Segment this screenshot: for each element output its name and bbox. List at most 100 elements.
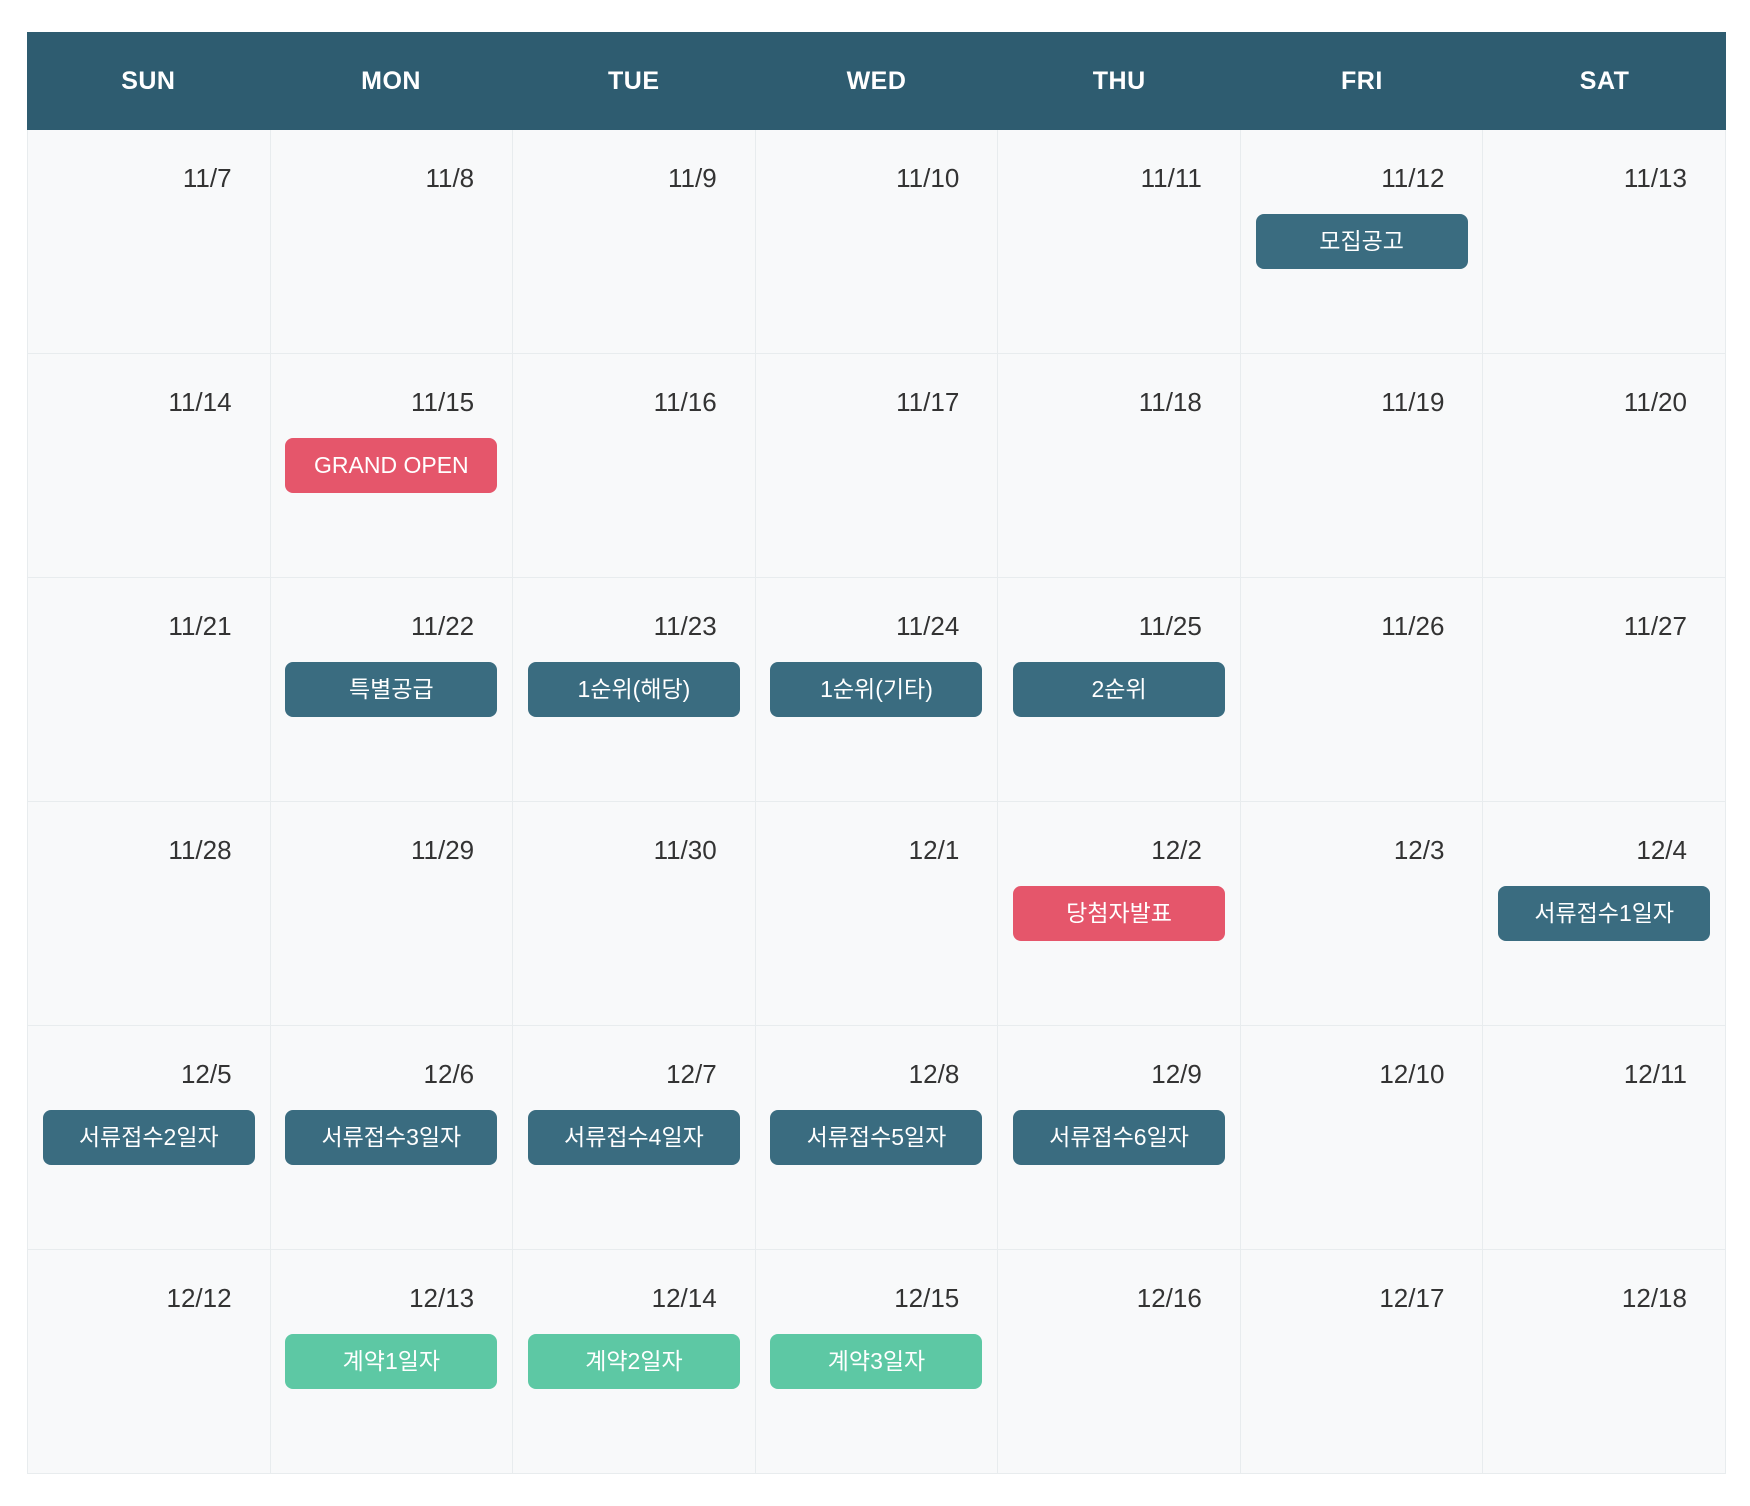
day-cell: 12/9 서류접수6일자 bbox=[998, 1026, 1241, 1250]
day-cell: 12/7 서류접수4일자 bbox=[513, 1026, 756, 1250]
day-cell: 11/11 bbox=[998, 130, 1241, 354]
weekday-label-sun: SUN bbox=[121, 66, 176, 95]
event-badge[interactable]: 1순위(기타) bbox=[770, 662, 983, 717]
day-cell: 11/16 bbox=[513, 354, 756, 578]
date-label: 12/4 bbox=[1636, 835, 1687, 865]
calendar-grid: 11/7 11/8 11/9 11/10 11/11 11/12 모집공고 11/13 11/1… bbox=[27, 130, 1726, 1474]
date-label: 11/10 bbox=[896, 163, 960, 193]
day-cell: 12/12 bbox=[28, 1250, 271, 1474]
date-label: 12/2 bbox=[1151, 835, 1202, 865]
event-badge[interactable]: 특별공급 bbox=[285, 662, 498, 717]
event-badge[interactable]: 1순위(해당) bbox=[527, 662, 740, 717]
weekday-label-tue: TUE bbox=[608, 66, 660, 95]
day-cell: 11/13 bbox=[1483, 130, 1726, 354]
date-label: 11/9 bbox=[668, 163, 717, 193]
day-cell: 12/2 당첨자발표 bbox=[998, 802, 1241, 1026]
day-cell: 11/15 GRAND OPEN bbox=[270, 354, 514, 578]
day-cell: 12/1 bbox=[755, 802, 999, 1026]
day-cell: 12/6 서류접수3일자 bbox=[270, 1026, 514, 1250]
date-label: 11/16 bbox=[653, 387, 717, 417]
day-cell: 12/18 bbox=[1483, 1250, 1726, 1474]
event-badge[interactable]: 2순위 bbox=[1013, 662, 1226, 717]
day-cell: 11/21 bbox=[28, 578, 271, 802]
date-label: 11/29 bbox=[411, 835, 475, 865]
date-label: 11/23 bbox=[653, 611, 717, 641]
day-cell: 12/3 bbox=[1240, 802, 1484, 1026]
date-label: 12/14 bbox=[651, 1283, 717, 1313]
weekday-label-mon: MON bbox=[361, 66, 421, 95]
day-cell: 11/9 bbox=[513, 130, 756, 354]
weekday-header-row: SUN MON TUE WED THU FRI SAT bbox=[27, 32, 1726, 130]
date-label: 12/5 bbox=[180, 1059, 232, 1089]
day-cell: 12/13 계약1일자 bbox=[270, 1250, 514, 1474]
weekday-label-sat: SAT bbox=[1579, 66, 1630, 95]
date-label: 11/19 bbox=[1381, 387, 1445, 417]
date-label: 12/6 bbox=[423, 1059, 475, 1089]
event-badge[interactable]: 서류접수2일자 bbox=[42, 1110, 255, 1165]
date-label: 11/26 bbox=[1381, 611, 1445, 641]
date-label: 12/15 bbox=[894, 1283, 960, 1313]
day-cell: 12/4 서류접수1일자 bbox=[1483, 802, 1726, 1026]
date-label: 12/16 bbox=[1136, 1283, 1202, 1313]
event-badge[interactable]: 계약3일자 bbox=[770, 1334, 983, 1389]
date-label: 11/13 bbox=[1623, 163, 1687, 193]
day-cell: 12/14 계약2일자 bbox=[513, 1250, 756, 1474]
event-badge[interactable]: 서류접수6일자 bbox=[1013, 1110, 1226, 1165]
day-cell: 11/22 특별공급 bbox=[270, 578, 514, 802]
date-label: 12/3 bbox=[1393, 835, 1445, 865]
day-cell: 12/10 bbox=[1240, 1026, 1484, 1250]
event-badge[interactable]: 당첨자발표 bbox=[1013, 886, 1226, 941]
date-label: 12/11 bbox=[1623, 1059, 1687, 1089]
event-badge[interactable]: GRAND OPEN bbox=[285, 438, 498, 493]
day-cell: 11/27 bbox=[1483, 578, 1726, 802]
day-cell: 11/24 1순위(기타) bbox=[755, 578, 999, 802]
date-label: 12/13 bbox=[409, 1283, 475, 1313]
date-label: 12/18 bbox=[1621, 1283, 1687, 1313]
event-badge[interactable]: 서류접수4일자 bbox=[527, 1110, 740, 1165]
date-label: 12/8 bbox=[908, 1059, 960, 1089]
event-badge[interactable]: 계약2일자 bbox=[527, 1334, 740, 1389]
event-badge[interactable]: 서류접수5일자 bbox=[770, 1110, 983, 1165]
day-cell: 11/18 bbox=[998, 354, 1241, 578]
day-cell: 12/11 bbox=[1483, 1026, 1726, 1250]
date-label: 11/8 bbox=[425, 163, 475, 193]
date-label: 12/17 bbox=[1379, 1283, 1445, 1313]
day-cell: 11/12 모집공고 bbox=[1240, 130, 1484, 354]
weekday-label-fri: FRI bbox=[1341, 66, 1383, 95]
day-cell: 12/17 bbox=[1240, 1250, 1484, 1474]
date-label: 11/24 bbox=[896, 611, 960, 641]
day-cell: 11/10 bbox=[755, 130, 999, 354]
day-cell: 12/16 bbox=[998, 1250, 1241, 1474]
day-cell: 11/25 2순위 bbox=[998, 578, 1241, 802]
date-label: 11/21 bbox=[168, 611, 232, 641]
day-cell: 11/30 bbox=[513, 802, 756, 1026]
date-label: 11/22 bbox=[411, 611, 475, 641]
day-cell: 11/7 bbox=[28, 130, 271, 354]
event-badge[interactable]: 서류접수3일자 bbox=[285, 1110, 498, 1165]
date-label: 12/12 bbox=[166, 1283, 232, 1313]
date-label: 12/7 bbox=[666, 1059, 717, 1089]
date-label: 11/20 bbox=[1623, 387, 1687, 417]
date-label: 11/11 bbox=[1140, 163, 1202, 193]
day-cell: 12/5 서류접수2일자 bbox=[28, 1026, 271, 1250]
date-label: 11/30 bbox=[653, 835, 717, 865]
date-label: 12/9 bbox=[1151, 1059, 1202, 1089]
date-label: 11/28 bbox=[168, 835, 232, 865]
event-badge[interactable]: 모집공고 bbox=[1255, 214, 1468, 269]
weekday-label-thu: THU bbox=[1092, 66, 1146, 95]
date-label: 11/7 bbox=[182, 163, 232, 193]
date-label: 11/14 bbox=[168, 387, 232, 417]
date-label: 11/12 bbox=[1381, 163, 1445, 193]
date-label: 11/18 bbox=[1138, 387, 1202, 417]
schedule-calendar: SUN MON TUE WED THU FRI SAT 11/7 11/8 11/9 11/10 1… bbox=[27, 32, 1726, 1474]
event-badge[interactable]: 계약1일자 bbox=[285, 1334, 498, 1389]
event-badge[interactable]: 서류접수1일자 bbox=[1498, 886, 1711, 941]
day-cell: 11/14 bbox=[28, 354, 271, 578]
day-cell: 11/26 bbox=[1240, 578, 1484, 802]
date-label: 11/17 bbox=[896, 387, 960, 417]
day-cell: 11/17 bbox=[755, 354, 999, 578]
day-cell: 11/23 1순위(해당) bbox=[513, 578, 756, 802]
date-label: 12/10 bbox=[1379, 1059, 1445, 1089]
weekday-label-wed: WED bbox=[846, 66, 907, 95]
day-cell: 11/29 bbox=[270, 802, 514, 1026]
